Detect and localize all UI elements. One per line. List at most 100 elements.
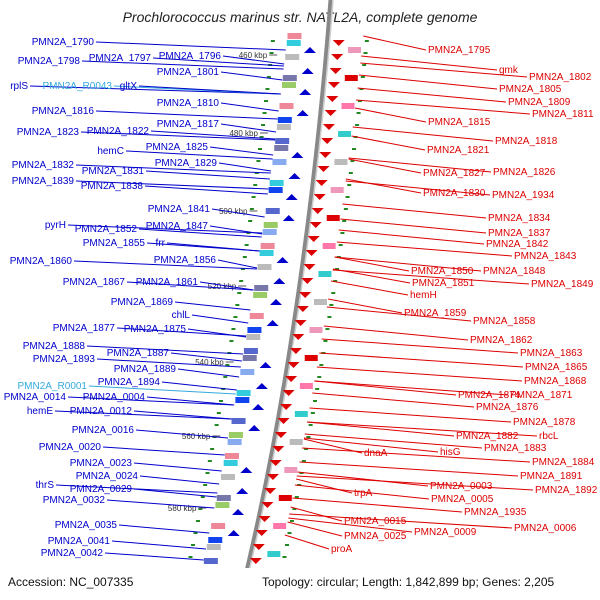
kbp-tick-label: 520 kbp [208, 282, 237, 291]
left-gene-arrow [273, 278, 286, 284]
gene-label-right: dnaA [364, 448, 388, 459]
left-gene-block [285, 54, 300, 60]
gene-label-left: PMN2A_R0043 [43, 81, 113, 92]
callout-line-left [73, 260, 257, 270]
left-gene-block [242, 355, 257, 361]
minor-tick [364, 40, 369, 42]
kbp-tick-label: 560 kbp [182, 432, 211, 441]
minor-tick [294, 496, 299, 498]
minor-tick [343, 208, 348, 210]
kbp-tick-label: 580 kbp [168, 504, 197, 513]
left-gene-arrow [285, 194, 298, 200]
callout-line-right [332, 269, 530, 285]
gene-label-right: gmk [499, 65, 519, 76]
minor-tick [313, 400, 317, 402]
callout-line-left [75, 164, 271, 174]
callout-line-right [314, 380, 509, 396]
gene-label-left: hemC [97, 146, 124, 157]
minor-tick [248, 220, 253, 222]
left-gene-block [246, 334, 261, 340]
minor-tick [360, 76, 365, 78]
left-gene-arrow [266, 320, 279, 326]
callout-line-right [345, 178, 422, 194]
callout-line-left [220, 102, 279, 112]
callout-line-right [342, 203, 487, 219]
gene-label-left: PMN2A_1893 [33, 354, 96, 365]
left-gene-block [282, 75, 297, 81]
callout-line-right [358, 74, 498, 90]
callout-line-left [67, 396, 235, 406]
callout-line-right [352, 126, 494, 142]
callout-line-left [138, 228, 262, 238]
callout-line-left [95, 110, 278, 120]
gene-label-left: PMN2A_0004 [83, 392, 146, 403]
left-gene-block [262, 229, 277, 235]
left-gene-block [249, 313, 264, 319]
gene-label-left: chlL [172, 310, 191, 321]
gene-label-right: PMN2A_1892 [535, 485, 598, 496]
minor-tick [359, 88, 364, 90]
left-gene-block [257, 264, 272, 270]
minor-tick [319, 364, 324, 366]
gene-label-left: PMN2A_1860 [10, 256, 73, 267]
callout-line-right [340, 218, 487, 234]
minor-tick [258, 148, 263, 150]
minor-tick [195, 520, 200, 522]
right-gene-arrow [324, 110, 337, 116]
right-callout-lines [284, 35, 538, 550]
minor-tick [261, 124, 266, 126]
minor-tick [338, 244, 343, 246]
gene-label-left: PMN2A_1869 [111, 297, 174, 308]
gene-label-left: PMN2A_0016 [72, 425, 135, 436]
gene-label-right: PMN2A_1871 [510, 390, 573, 401]
left-gene-arrow [236, 488, 249, 494]
gene-label-right: PMN2A_1821 [427, 145, 490, 156]
callout-line-right [345, 180, 491, 196]
callout-line-left [220, 123, 277, 133]
right-gene-arrow [311, 208, 324, 214]
gene-label-left: PMN2A_1823 [17, 127, 80, 138]
gene-label-right: PMN2A_0003 [430, 481, 493, 492]
callout-line-right [294, 484, 430, 500]
minor-tick [345, 196, 350, 198]
gene-label-right: PMN2A_1878 [513, 417, 576, 428]
right-gene-block [304, 355, 318, 361]
minor-tick [233, 316, 238, 318]
kbp-tick-track: 460 kbp 480 kbp 500 kbp 520 kbp 540 kbp 560 k… [168, 51, 278, 513]
left-gene-block [243, 348, 258, 354]
left-gene-block [277, 117, 292, 123]
callout-line-left [133, 410, 232, 420]
gene-label-left: PMN2A_1816 [32, 106, 95, 117]
left-gene-block [259, 250, 274, 256]
gene-label-left: PMN2A_1877 [53, 323, 116, 334]
right-gene-arrow [305, 250, 318, 256]
minor-tick [198, 508, 203, 510]
right-gene-arrow [258, 516, 271, 522]
minor-tick [299, 472, 304, 474]
callout-line-left [217, 259, 258, 269]
minor-tick [347, 184, 352, 186]
minor-tick [327, 316, 332, 318]
callout-line-right [334, 256, 482, 272]
left-gene-arrow [255, 383, 268, 389]
minor-tick [251, 196, 256, 198]
minor-tick [317, 376, 322, 378]
callout-line-right [290, 506, 343, 522]
gene-label-right: PMN2A_1865 [525, 362, 588, 373]
minor-tick [323, 340, 328, 342]
gene-label-left: PMN2A_1856 [154, 255, 217, 266]
right-gene-arrow [322, 124, 335, 130]
kbp-tick-label: 460 kbp [239, 51, 268, 60]
left-gene-track [188, 33, 316, 564]
right-gene-arrow [280, 404, 293, 410]
left-gene-arrow [252, 404, 265, 410]
gene-label-left: PMN2A_0029 [70, 484, 133, 495]
callout-line-left [144, 185, 268, 195]
gene-label-left: hemE [27, 406, 53, 417]
gene-label-right: PMN2A_1827 [423, 168, 486, 179]
right-gene-block [289, 439, 303, 445]
minor-tick [253, 184, 258, 186]
gene-label-left: PMN2A_1888 [23, 341, 86, 352]
left-gene-block [216, 495, 231, 501]
gene-label-left: PMN2A_1810 [157, 98, 220, 109]
